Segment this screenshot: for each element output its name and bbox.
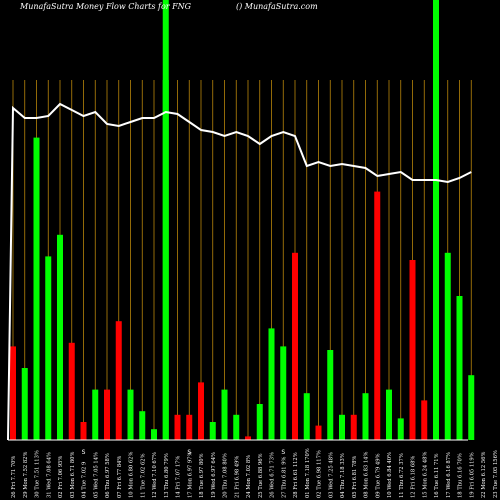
site-credit: () MunafaSutra.com [236, 2, 318, 11]
money-flow-bar [303, 393, 310, 440]
money-flow-bar [198, 382, 204, 440]
price-line-path [7, 102, 472, 441]
money-flow-bar [362, 393, 369, 440]
money-flow-bar [221, 389, 228, 440]
x-tick-label: 24 Mon 7.02 8% [246, 455, 252, 498]
x-tick-label: 11 Thu 6.72 37% [399, 453, 405, 498]
money-flow-bar [327, 350, 334, 440]
x-tick-label: 05 Fri 6.81 78% [352, 456, 358, 498]
money-flow-bar [68, 342, 75, 440]
money-flow-bar [33, 137, 40, 440]
x-tick-label: 08 Mon 6.83 14% [364, 452, 370, 498]
money-flow-bar [292, 252, 298, 440]
x-tick-label: 10 Mon 6.80 62% [129, 452, 135, 498]
x-tick-label: 04 Thu 7.18 33% [340, 453, 346, 498]
signal-marker: S [281, 449, 285, 456]
x-tick-label: 31 Wed 7.08 64% [46, 452, 52, 498]
x-tick-label: 18 Thu 6.16 70% [458, 453, 464, 498]
money-flow-bar [374, 191, 381, 440]
money-flow-bar [10, 346, 16, 440]
x-tick-label: 17 Mon 6.97 97% [187, 452, 193, 498]
money-flow-bar [127, 389, 134, 440]
x-tick-label: 17 Wed 6.16 87% [446, 452, 452, 498]
money-flow-bar [245, 436, 251, 440]
x-tick-label: 03 Wed 7.25 48% [328, 452, 334, 498]
money-flow-bar [315, 425, 322, 440]
money-flow-bar [209, 422, 216, 440]
money-flow-bar [115, 321, 122, 440]
x-tick-label: 07 Fri 6.77 84% [117, 456, 123, 498]
x-tick-label: 29 Mon 7.52 82% [23, 452, 29, 498]
money-flow-bar [280, 346, 287, 440]
money-flow-bar [386, 389, 392, 440]
chart-title: MunafaSutra Money Flow Charts for FNG [20, 2, 192, 11]
x-tick-label: 21 Fri 6.98 49% [234, 456, 240, 498]
x-tick-label: 19 Fri 6.05 119% [469, 452, 475, 498]
x-tick-label: 14 Fri 7.07 17% [176, 456, 182, 498]
money-flow-bar [397, 418, 404, 440]
money-flow-bar [151, 429, 157, 440]
money-flow-bar [186, 414, 193, 440]
x-tick-label: 19 Wed 6.97 64% [211, 452, 217, 498]
money-flow-bar [268, 328, 275, 440]
x-tick-label: 15 Mon 6.24 48% [422, 452, 428, 498]
signal-marker: S [82, 449, 86, 456]
x-tick-label: 01 Mon 7.18 170% [305, 448, 311, 498]
money-flow-bar [92, 389, 99, 440]
money-flow-bar [80, 422, 87, 440]
x-tick-label: 09 Tue 6.79 49% [375, 453, 381, 498]
x-tick-label: 10 Wed 6.84 40% [387, 452, 393, 498]
x-tick-label: 20 Thu 7.08 80% [223, 453, 229, 498]
money-flow-bar [468, 375, 475, 440]
x-tick-label: 26 Wed 6.71 73% [270, 452, 276, 498]
x-tick-label: 11 Tue 7.02 62% [140, 453, 146, 498]
money-flow-bar [57, 234, 63, 440]
money-flow-bar [45, 256, 52, 440]
highlight-bar [433, 0, 439, 440]
money-flow-bar [409, 260, 416, 440]
signal-marker: S [187, 449, 191, 456]
x-tick-label: 22 Mon 6.12 56% [481, 452, 487, 498]
money-flow-bars [10, 0, 475, 440]
money-flow-bar [444, 252, 451, 440]
x-tick-label: 06 Thu 6.97 58% [105, 453, 111, 498]
x-tick-label: 04 Tue 7.02 9 [82, 462, 88, 498]
money-flow-bar [139, 411, 146, 440]
x-tick-label: 18 Tue 6.97 80% [199, 453, 205, 498]
x-tick-label: 13 Thu 6.80 79% [164, 453, 170, 498]
price-line [7, 102, 472, 441]
x-tick-label: 05 Wed 7.05 14% [93, 452, 99, 498]
money-flow-bar [21, 368, 28, 440]
x-axis-labels: 26 Fri 7.71 70% 29 Mon 7.52 82% 30 Tue 7.5… [11, 448, 499, 498]
money-flow-bar [256, 404, 263, 440]
money-flow-bar [233, 414, 240, 440]
x-tick-label: 03 Mon 6.71 80% [70, 452, 76, 498]
x-tick-label: 02 Tue 6.98 117% [317, 450, 323, 498]
money-flow-bar [421, 400, 428, 440]
x-tick-label: 28 Fri 6.61 112% [293, 452, 299, 498]
money-flow-bar [350, 414, 357, 440]
x-tick-label: 25 Tue 6.88 96% [258, 453, 264, 498]
x-tick-label: 23 Tue 7.05 156% [493, 450, 499, 498]
x-tick-label: 30 Tue 7.51 113% [35, 450, 41, 498]
money-flow-bar [104, 389, 110, 440]
x-tick-label: 12 Wed 7.10 67% [152, 452, 158, 498]
highlight-bar [162, 0, 169, 440]
x-tick-label: 27 Thu 6.81 9% [281, 456, 287, 498]
x-tick-label: 16 Tue 6.11 71% [434, 453, 440, 498]
x-tick-label: 26 Fri 7.71 70% [11, 456, 17, 498]
money-flow-bar [174, 414, 181, 440]
x-tick-label: 02 Fri 7.06 95% [58, 456, 64, 498]
money-flow-bar [456, 296, 463, 440]
money-flow-bar [339, 414, 345, 440]
x-tick-label: 12 Fri 6.18 68% [411, 456, 417, 498]
